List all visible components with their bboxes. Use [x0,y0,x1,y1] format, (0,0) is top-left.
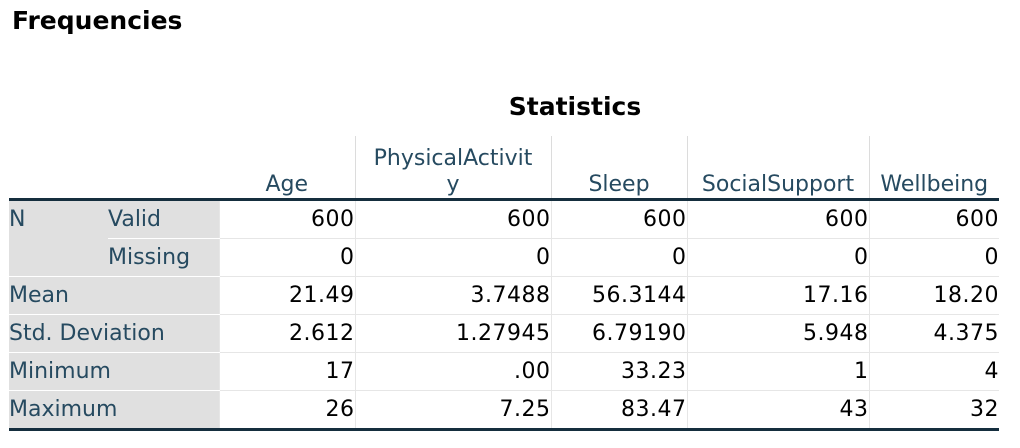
cell-valid-age: 600 [218,198,355,239]
column-header-physicalactivity: PhysicalActivit y [354,136,551,200]
cell-mean-sleep: 56.3144 [550,276,687,315]
cell-mean-age: 21.49 [218,276,355,315]
column-header-age: Age [265,172,309,197]
table-row-n-missing: Missing 0 0 0 0 0 [9,238,999,277]
cell-max-sleep: 83.47 [550,390,687,431]
table-row-maximum: Maximum 26 7.25 83.47 43 32 [9,390,999,431]
cell-max-physicalactivity: 7.25 [354,390,551,431]
page-heading: Frequencies [12,6,183,35]
table-row-mean: Mean 21.49 3.7488 56.3144 17.16 18.20 [9,276,999,315]
cell-min-wellbeing: 4 [868,352,999,391]
column-header-socialsupport: SocialSupport [686,136,869,200]
cell-std-wellbeing: 4.375 [868,314,999,353]
statistics-table: Age PhysicalActivit y Sleep SocialSuppor… [9,136,999,431]
row-label-mean: Mean [9,276,219,315]
column-header-row: Age PhysicalActivit y Sleep SocialSuppor… [9,136,999,200]
column-header-sleep: Sleep [550,136,687,200]
cell-min-sleep: 33.23 [550,352,687,391]
row-label-maximum: Maximum [9,390,219,431]
cell-valid-wellbeing: 600 [868,198,999,239]
cell-valid-socialsupport: 600 [686,198,869,239]
table-row-n-valid: N Valid 600 600 600 600 600 [9,198,999,277]
column-header-physicalactivity-line1: PhysicalActivit [373,146,533,171]
table-row-std-deviation: Std. Deviation 2.612 1.27945 6.79190 5.9… [9,314,999,353]
cell-mean-socialsupport: 17.16 [686,276,869,315]
corner-cell [9,136,219,200]
cell-valid-physicalactivity: 600 [354,198,551,239]
column-header-wellbeing: Wellbeing [868,136,999,200]
cell-std-socialsupport: 5.948 [686,314,869,353]
row-label-missing: Missing [108,238,219,277]
cell-max-age: 26 [218,390,355,431]
cell-std-physicalactivity: 1.27945 [354,314,551,353]
table-row-minimum: Minimum 17 .00 33.23 1 4 [9,352,999,391]
cell-min-physicalactivity: .00 [354,352,551,391]
row-label-minimum: Minimum [9,352,219,391]
cell-min-age: 17 [218,352,355,391]
cell-max-wellbeing: 32 [868,390,999,431]
column-header-physicalactivity-line2: y [446,172,460,197]
cell-valid-sleep: 600 [550,198,687,239]
cell-std-age: 2.612 [218,314,355,353]
cell-missing-physicalactivity: 0 [354,238,551,277]
cell-max-socialsupport: 43 [686,390,869,431]
cell-missing-sleep: 0 [550,238,687,277]
cell-missing-socialsupport: 0 [686,238,869,277]
cell-mean-wellbeing: 18.20 [868,276,999,315]
table-title: Statistics [508,92,642,121]
cell-min-socialsupport: 1 [686,352,869,391]
row-group-label-n: N [9,198,108,277]
cell-missing-age: 0 [218,238,355,277]
row-label-valid: Valid [108,198,219,239]
cell-std-sleep: 6.79190 [550,314,687,353]
cell-missing-wellbeing: 0 [868,238,999,277]
row-label-std-deviation: Std. Deviation [9,314,219,353]
cell-mean-physicalactivity: 3.7488 [354,276,551,315]
